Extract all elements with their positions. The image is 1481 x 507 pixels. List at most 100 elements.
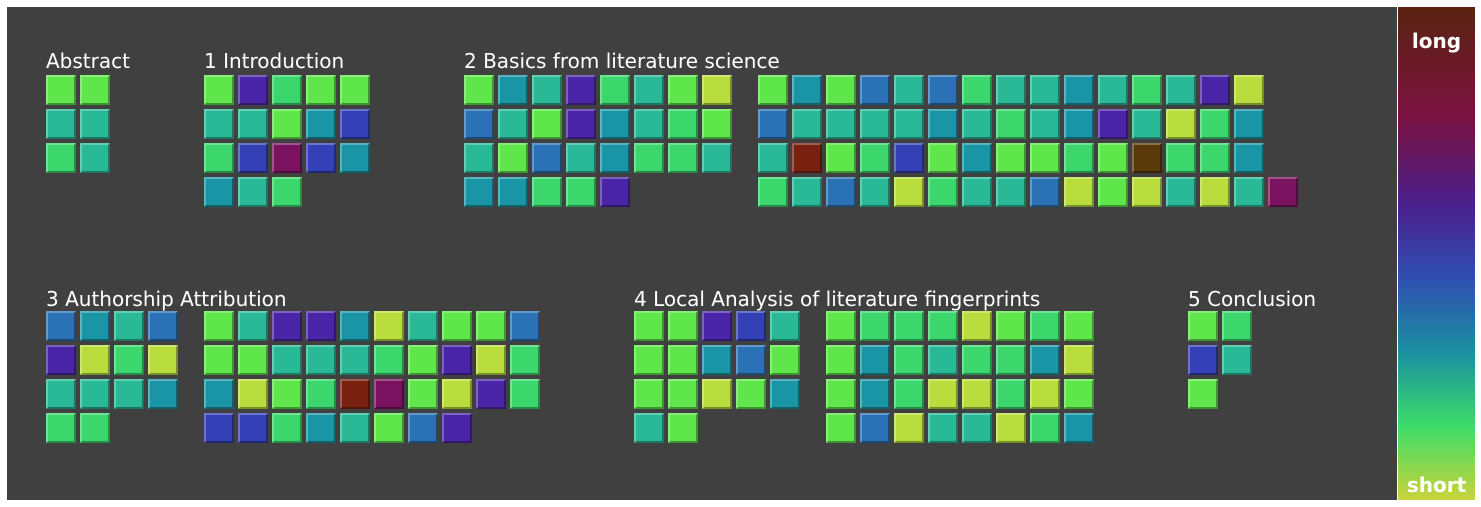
section-title-abstract: Abstract: [46, 49, 130, 73]
heatmap-cell: [1064, 311, 1094, 341]
heatmap-cell: [114, 379, 144, 409]
heatmap-cell: [306, 345, 336, 375]
heatmap-cell: [962, 109, 992, 139]
heatmap-cell: [114, 345, 144, 375]
heatmap-cell: [566, 75, 596, 105]
heatmap-cell: [148, 345, 178, 375]
heatmap-cell: [306, 413, 336, 443]
section-title-conclusion: 5 Conclusion: [1188, 287, 1317, 311]
heatmap-cell: [532, 75, 562, 105]
heatmap-cell: [306, 143, 336, 173]
heatmap-cell: [306, 311, 336, 341]
heatmap-cell: [894, 379, 924, 409]
heatmap-cell: [928, 311, 958, 341]
heatmap-cell: [792, 143, 822, 173]
heatmap-cell: [668, 109, 698, 139]
heatmap-cell: [860, 109, 890, 139]
heatmap-cell: [238, 143, 268, 173]
heatmap-cell: [46, 345, 76, 375]
heatmap-cell: [1234, 109, 1264, 139]
heatmap-cell: [238, 413, 268, 443]
heatmap-cell: [46, 379, 76, 409]
heatmap-cell: [1098, 75, 1128, 105]
heatmap-cell: [996, 143, 1026, 173]
heatmap-cell: [1222, 345, 1252, 375]
color-scale-legend: long short: [1398, 7, 1475, 500]
heatmap-cell: [894, 345, 924, 375]
chart-panel: Abstract 1 Introduction 2 Basics from li…: [7, 7, 1397, 500]
heatmap-cell: [340, 413, 370, 443]
heatmap-cell: [272, 177, 302, 207]
heatmap-cell: [408, 311, 438, 341]
heatmap-cell: [148, 379, 178, 409]
heatmap-cell: [204, 379, 234, 409]
heatmap-cell: [204, 75, 234, 105]
heatmap-cell: [634, 379, 664, 409]
heatmap-cell: [1132, 109, 1162, 139]
heatmap-cell: [464, 109, 494, 139]
heatmap-cell: [498, 75, 528, 105]
heatmap-cell: [498, 143, 528, 173]
heatmap-cell: [634, 143, 664, 173]
heatmap-cell: [80, 413, 110, 443]
heatmap-cell: [736, 311, 766, 341]
heatmap-cell: [860, 413, 890, 443]
heatmap-cell: [826, 143, 856, 173]
legend-long-label: long: [1411, 29, 1462, 53]
heatmap-cell: [928, 109, 958, 139]
heatmap-cell: [792, 75, 822, 105]
heatmap-cell: [464, 177, 494, 207]
heatmap-cell: [1030, 143, 1060, 173]
heatmap-cell: [1200, 109, 1230, 139]
heatmap-cell: [996, 177, 1026, 207]
heatmap-cell: [1222, 311, 1252, 341]
heatmap-cell: [928, 75, 958, 105]
heatmap-cell: [204, 109, 234, 139]
heatmap-cell: [1166, 177, 1196, 207]
heatmap-cell: [962, 75, 992, 105]
heatmap-cell: [442, 311, 472, 341]
heatmap-cell: [340, 345, 370, 375]
heatmap-cell: [340, 143, 370, 173]
heatmap-cell: [962, 311, 992, 341]
heatmap-cell: [1166, 109, 1196, 139]
heatmap-cell: [272, 345, 302, 375]
heatmap-cell: [826, 311, 856, 341]
heatmap-cell: [1098, 143, 1128, 173]
heatmap-cell: [238, 75, 268, 105]
heatmap-cell: [894, 413, 924, 443]
heatmap-cell: [374, 311, 404, 341]
heatmap-cell: [80, 109, 110, 139]
heatmap-cell: [510, 379, 540, 409]
heatmap-cell: [962, 345, 992, 375]
heatmap-cell: [860, 143, 890, 173]
heatmap-cell: [634, 75, 664, 105]
heatmap-cell: [532, 177, 562, 207]
heatmap-cell: [532, 109, 562, 139]
heatmap-cell: [476, 311, 506, 341]
heatmap-cell: [204, 143, 234, 173]
heatmap-cell: [464, 143, 494, 173]
heatmap-cell: [634, 413, 664, 443]
heatmap-cell: [510, 345, 540, 375]
heatmap-cell: [996, 311, 1026, 341]
heatmap-cell: [996, 379, 1026, 409]
heatmap-cell: [1234, 177, 1264, 207]
heatmap-cell: [204, 345, 234, 375]
heatmap-cell: [1132, 143, 1162, 173]
heatmap-cell: [928, 345, 958, 375]
heatmap-cell: [600, 143, 630, 173]
heatmap-cell: [510, 311, 540, 341]
section-title-basics: 2 Basics from literature science: [464, 49, 780, 73]
heatmap-cell: [408, 379, 438, 409]
heatmap-cell: [758, 109, 788, 139]
heatmap-cell: [600, 75, 630, 105]
heatmap-cell: [702, 379, 732, 409]
heatmap-cell: [860, 177, 890, 207]
heatmap-cell: [1030, 413, 1060, 443]
heatmap-cell: [238, 345, 268, 375]
heatmap-cell: [826, 379, 856, 409]
heatmap-cell: [1030, 177, 1060, 207]
heatmap-cell: [1098, 177, 1128, 207]
heatmap-cell: [770, 345, 800, 375]
